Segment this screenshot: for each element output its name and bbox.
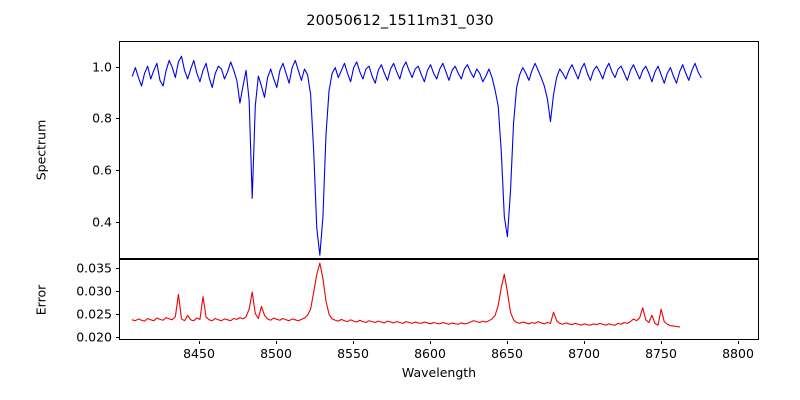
x-tick-8800: 8800 bbox=[722, 346, 754, 361]
spectrum-ytick-0.6: 0.6 bbox=[92, 162, 112, 178]
error-plot-area bbox=[131, 262, 681, 328]
x-tickmark-8800 bbox=[738, 340, 740, 344]
x-tick-8700: 8700 bbox=[568, 346, 600, 361]
x-tickmark-8550 bbox=[353, 340, 355, 344]
spectrum-axis-label: Spectrum bbox=[33, 119, 49, 181]
error-series-line bbox=[131, 262, 681, 328]
spectrum-panel bbox=[119, 41, 759, 259]
x-tickmark-8600 bbox=[430, 340, 432, 344]
chart-title: 20050612_1511m31_030 bbox=[306, 13, 494, 29]
error-ytickmark-0.035 bbox=[115, 268, 119, 270]
x-tickmark-8500 bbox=[276, 340, 278, 344]
x-tick-8550: 8550 bbox=[337, 346, 369, 361]
wavelength-axis-label: Wavelength bbox=[401, 365, 477, 380]
error-ytick-0.035: 0.035 bbox=[76, 260, 112, 276]
x-tick-8600: 8600 bbox=[414, 346, 446, 361]
error-ytick-0.030: 0.030 bbox=[76, 283, 112, 299]
x-tick-8450: 8450 bbox=[183, 346, 215, 361]
error-panel bbox=[119, 259, 759, 340]
spectrum-ytick-0.4: 0.4 bbox=[92, 214, 112, 230]
error-ytick-0.025: 0.025 bbox=[76, 306, 112, 322]
spectrum-ytickmark-0.4 bbox=[115, 222, 119, 224]
x-tick-8500: 8500 bbox=[260, 346, 292, 361]
spectrum-ytickmark-1.0 bbox=[115, 67, 119, 69]
x-tick-8750: 8750 bbox=[645, 346, 677, 361]
x-tickmark-8700 bbox=[584, 340, 586, 344]
x-tickmark-8750 bbox=[661, 340, 663, 344]
spectrum-series-line bbox=[131, 55, 702, 256]
error-axis-label: Error bbox=[33, 284, 49, 316]
spectrum-plot-area bbox=[131, 55, 702, 256]
error-ytick-0.020: 0.020 bbox=[76, 329, 112, 345]
x-tickmark-8650 bbox=[507, 340, 509, 344]
spectrum-ytick-1.0: 1.0 bbox=[92, 59, 112, 75]
error-ytickmark-0.020 bbox=[115, 337, 119, 339]
spectrum-ytickmark-0.8 bbox=[115, 118, 119, 120]
error-ytickmark-0.030 bbox=[115, 291, 119, 293]
spectrum-ytick-0.8: 0.8 bbox=[92, 110, 112, 126]
x-tick-8650: 8650 bbox=[491, 346, 523, 361]
x-tickmark-8450 bbox=[199, 340, 201, 344]
spectrum-ytickmark-0.6 bbox=[115, 170, 119, 172]
error-ytickmark-0.025 bbox=[115, 314, 119, 316]
